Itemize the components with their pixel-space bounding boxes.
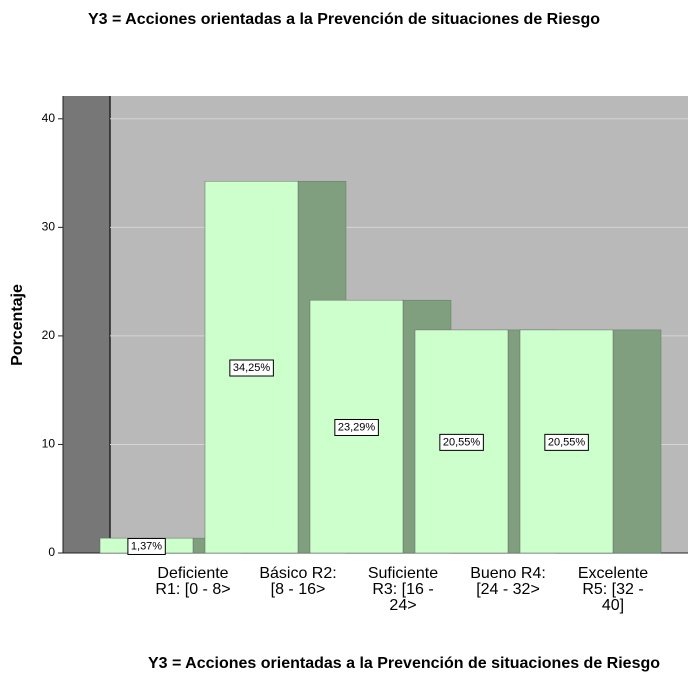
x-tick-label: Suficiente R3: [16 - 24> [367, 565, 439, 614]
x-tick-label: Deficiente R1: [0 - 8> [155, 565, 231, 598]
x-tick-label: Básico R2: [8 - 16> [259, 565, 337, 598]
value-label-box [229, 359, 274, 377]
y-axis-label: Porcentaje [9, 284, 26, 366]
bar-side [612, 329, 662, 554]
y-tick-label: 20 [42, 328, 56, 342]
value-label: 20,55% [443, 436, 481, 448]
y-tick-label: 30 [42, 220, 56, 234]
chart-title: Y3 = Acciones orientadas a la Prevención… [88, 11, 600, 28]
value-label: 23,29% [338, 421, 376, 433]
x-axis-label: Y3 = Acciones orientadas a la Prevención… [148, 655, 660, 672]
side-wall [63, 96, 110, 553]
x-tick-label: Excelente R5: [32 - 40] [577, 565, 649, 614]
value-label: 34,25% [233, 362, 271, 374]
value-label-box [127, 537, 166, 555]
y-tick-label: 10 [42, 437, 56, 451]
value-label: 1,37% [131, 540, 162, 552]
value-label-box [334, 418, 379, 436]
y-tick-label: 40 [42, 111, 56, 125]
value-label-box [544, 433, 589, 451]
value-label: 20,55% [548, 436, 586, 448]
value-label-box [439, 433, 484, 451]
y-tick-label: 0 [48, 545, 55, 559]
x-tick-label: Bueno R4: [24 - 32> [470, 565, 546, 598]
